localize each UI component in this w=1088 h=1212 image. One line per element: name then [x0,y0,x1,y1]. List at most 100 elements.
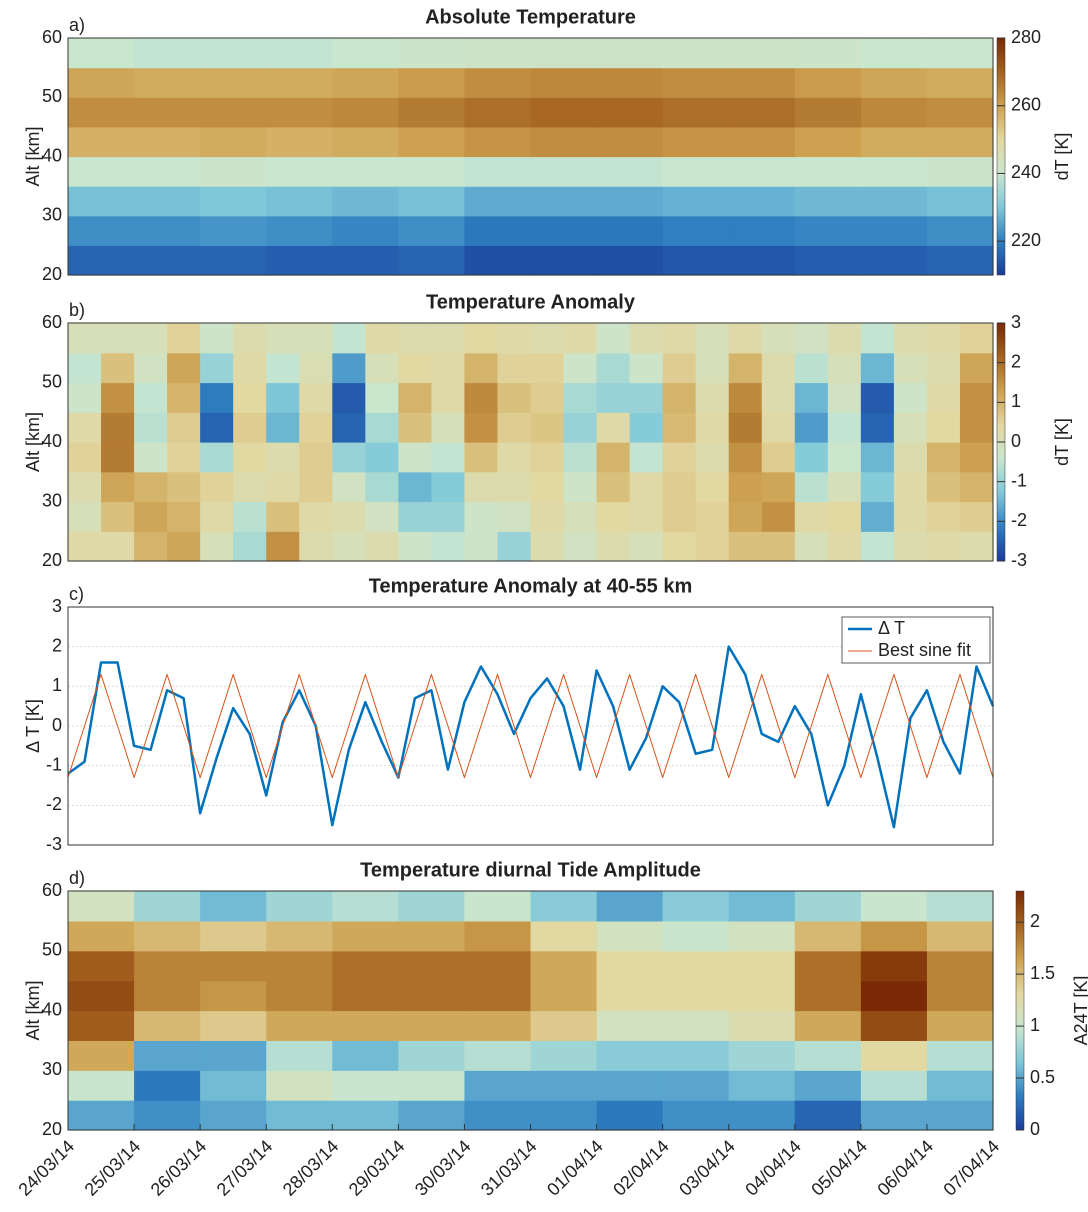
heatmap-cell [431,531,466,562]
heatmap-cell [728,891,796,922]
heatmap-cell [332,412,366,443]
heatmap-cell [530,891,598,922]
x-tick-label: 31/03/14 [477,1136,541,1200]
heatmap-cell [464,38,532,69]
heatmap-cell [761,501,796,532]
heatmap-cell [200,891,267,922]
heatmap-cell [695,501,730,532]
heatmap-cell [332,67,399,98]
heatmap-cell [134,215,201,246]
heatmap-cell [761,412,796,443]
heatmap-cell [332,950,399,982]
heatmap-cell [233,352,267,384]
heatmap-cell [728,1100,796,1131]
heatmap-cell [629,471,664,503]
heatmap-cell [530,980,598,1012]
heatmap-cell [596,323,631,354]
heatmap-cell [200,980,267,1012]
y-tick-label: 40 [42,145,62,165]
heatmap-cell [728,1070,796,1101]
heatmap-cell [893,501,928,532]
heatmap-cell [200,501,234,532]
heatmap-cell [794,352,829,384]
heatmap-cell [530,323,565,354]
x-tick-label: 28/03/14 [279,1136,343,1200]
colorbar-tick-label: 0 [1011,431,1021,451]
heatmap-cell [266,352,300,384]
heatmap-cell [596,352,631,384]
y-axis-label: Alt [km] [23,412,43,472]
heatmap-cell [464,186,532,217]
heatmap-cell [596,97,664,128]
heatmap-cell [794,980,862,1012]
heatmap-cell [134,1010,201,1041]
heatmap-cell [860,950,928,982]
heatmap-cell [68,382,102,413]
heatmap-cell [728,97,796,128]
colorbar-label: A24T [K] [1071,976,1088,1046]
heatmap-cell [200,1100,267,1131]
heatmap-cell [827,501,862,532]
heatmap-cell [629,352,664,384]
heatmap-cell [695,471,730,503]
plot-frame [67,606,994,846]
heatmap-cell [794,156,862,187]
chart-title: Temperature Anomaly at 40-55 km [369,575,692,597]
heatmap-cell [299,531,333,562]
y-tick-label: 50 [42,86,62,106]
heatmap-cell [926,920,994,952]
x-tick-label: 01/04/14 [543,1136,607,1200]
heatmap-cell [827,531,862,562]
heatmap-cell [860,156,928,187]
heatmap-cell [299,412,333,443]
heatmap-cell [662,97,730,128]
heatmap-cell [530,245,598,276]
heatmap-cell [266,97,333,128]
heatmap-cell [332,97,399,128]
colorbar-tick-label: 260 [1011,94,1041,114]
heatmap-cell [629,442,664,473]
heatmap-cell [893,442,928,473]
heatmap-cell [596,412,631,443]
heatmap-cell [860,471,895,503]
heatmap-cell [167,352,201,384]
heatmap-cell [761,352,796,384]
heatmap-cell [68,245,135,276]
heatmap-cell [266,501,300,532]
heatmap-cell [530,501,565,532]
heatmap-cell [101,412,135,443]
heatmap-cell [860,980,928,1012]
heatmap-cell [464,67,532,98]
heatmap-cell [464,531,499,562]
heatmap-cell [629,501,664,532]
heatmap-cell [332,980,399,1012]
heatmap-cell [662,1040,730,1071]
heatmap-cell [200,950,267,982]
heatmap-cell [794,891,862,922]
heatmap-cell [68,920,135,952]
heatmap-cell [200,156,267,187]
heatmap-cell [266,412,300,443]
heatmap-cell [200,1010,267,1041]
heatmap-cell [134,126,201,158]
y-axis-label: Alt [km] [23,980,43,1040]
heatmap-cell [200,1070,267,1101]
y-tick-label: -2 [46,794,62,814]
heatmap-cell [926,1100,994,1131]
heatmap-cell [794,97,862,128]
chart-title: Temperature diurnal Tide Amplitude [360,859,701,881]
heatmap-cell [926,950,994,982]
heatmap-cell [233,531,267,562]
colorbar-tick-label: 1 [1011,391,1021,411]
heatmap-cell [860,1100,928,1131]
heatmap-cell [299,442,333,473]
heatmap-cell [266,1100,333,1131]
heatmap-cell [398,920,466,952]
heatmap-cell [530,1010,598,1041]
heatmap-cell [662,442,697,473]
heatmap-cell [134,38,201,69]
x-tick-label: 07/04/14 [939,1136,1003,1200]
heatmap-cell [134,501,168,532]
heatmap-cell [860,38,928,69]
heatmap-cell [101,382,135,413]
